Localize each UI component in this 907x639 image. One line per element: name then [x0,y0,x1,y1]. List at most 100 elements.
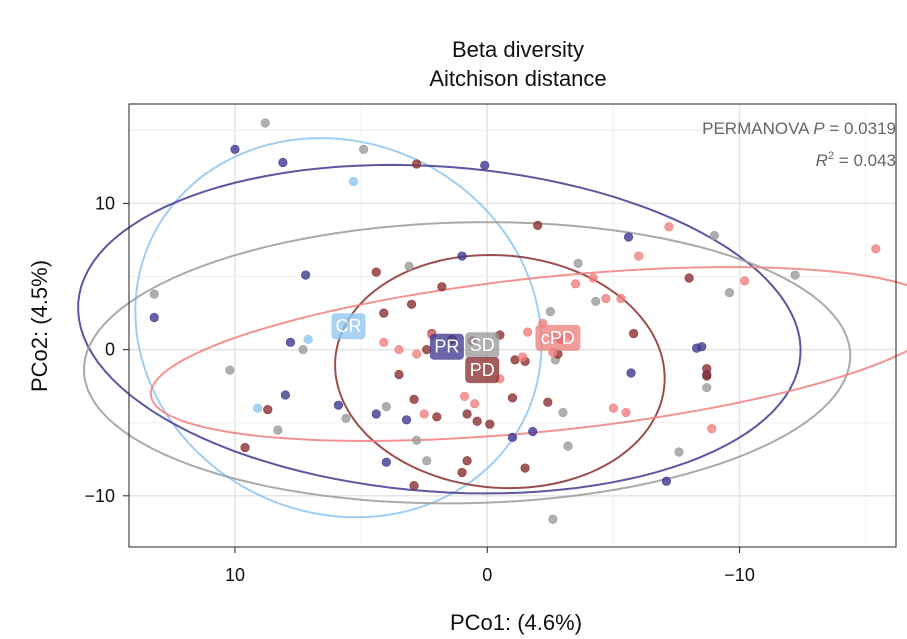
point-SD [790,270,800,280]
point-PD [472,416,482,426]
x-axis-label: PCo1: (4.6%) [450,610,582,635]
point-cPD [608,403,619,413]
point-cPD [664,222,674,232]
point-PD [432,412,442,422]
point-SD [558,407,568,418]
point-SD [563,441,573,451]
ellipse-PR [77,163,802,495]
point-cPD [616,293,626,304]
point-PD [462,409,472,419]
point-PD [507,393,518,403]
point-PD [409,394,419,404]
point-SD [674,447,684,457]
point-SD [359,144,369,154]
point-cPD [379,337,389,347]
point-PR [623,232,634,242]
point-cPD [523,327,533,337]
point-CR [348,176,359,187]
point-PD [629,328,639,339]
point-cPD [634,251,644,261]
point-cPD [601,293,611,304]
point-PR [507,432,518,442]
group-label-PD: PD [465,357,500,384]
point-cPD [419,409,429,419]
group-label-CR: CR [331,313,366,340]
point-PR [697,342,707,352]
point-cPD [707,423,717,434]
point-PD [485,419,495,429]
point-PR [480,160,490,171]
point-cPD [470,399,480,409]
group-label-text-PD: PD [470,360,495,380]
point-PD [437,282,447,292]
group-label-PR: PR [429,333,464,360]
point-SD [225,365,235,375]
point-PR [528,426,538,437]
point-CR [253,403,263,413]
point-SD [702,383,712,393]
point-SD [591,296,601,306]
point-cPD [459,391,470,402]
point-PR [333,400,344,410]
point-cPD [412,349,422,359]
point-SD [545,307,555,317]
ellipse-CR [134,137,543,519]
point-CR [303,334,313,344]
x-tick-label: 10 [225,565,245,585]
y-tick-label: 10 [95,193,115,213]
point-SD [273,425,283,435]
point-SD [381,402,391,412]
ellipse-PD [334,253,666,490]
point-cPD [570,279,581,289]
point-PR [401,415,412,425]
group-label-box-CR [331,313,366,340]
chart-title-line-1: Beta diversity [452,37,584,62]
y-tick-label: −10 [84,486,115,506]
point-PD [702,364,712,374]
group-label-box-PR [429,333,464,360]
point-SD [573,258,583,268]
point-PD [371,267,381,277]
point-PD [684,273,694,283]
group-label-text-cPD: cPD [541,328,575,348]
point-cPD [588,273,598,283]
y-axis-label: PCo2: (4.5%) [27,260,52,392]
point-SD [404,261,414,271]
point-cPD [740,276,750,286]
group-label-box-cPD [535,324,581,351]
group-labels: CR PR SD PD cPD [331,313,581,384]
point-SD [548,514,558,524]
point-SD [341,413,351,423]
point-SD [298,345,308,355]
point-PD [409,480,419,491]
group-label-text-CR: CR [336,316,362,336]
point-PD [543,397,553,407]
point-PR [301,270,311,280]
point-PD [533,220,543,230]
point-PR [626,368,636,378]
point-cPD [517,352,528,362]
point-cPD [871,244,881,254]
point-PD [406,299,417,309]
x-tick-label: −10 [724,565,755,585]
point-PD [394,369,404,380]
chart-title-line-2: Aitchison distance [429,66,606,91]
axis-ticks: 10 0 −10 10 0 −10 [84,193,754,585]
ellipse-cPD [149,266,907,443]
point-PR [285,337,296,347]
point-SD [709,230,719,241]
point-PR [661,476,672,486]
point-SD [412,435,422,445]
point-PD [462,456,472,466]
point-PR [457,251,467,261]
grid-lines [129,104,896,547]
y-tick-label: 0 [105,340,115,360]
point-SD [149,289,159,299]
point-PR [280,390,291,400]
point-PD [422,345,432,355]
point-PD [520,463,530,473]
group-label-SD: SD [465,332,500,359]
point-SD [260,118,270,128]
group-label-box-PD [465,357,500,384]
